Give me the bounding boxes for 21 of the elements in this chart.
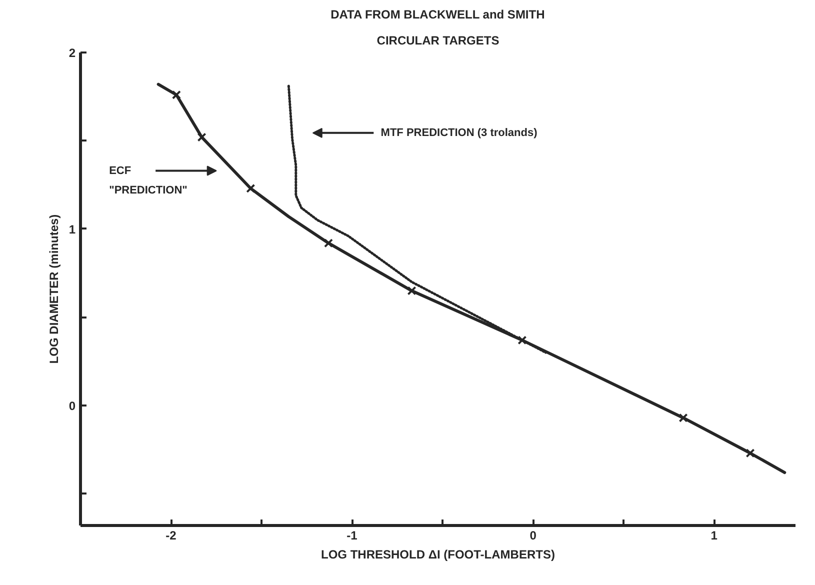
point [518,336,527,345]
annotation: MTF PREDICTION (3 trolands) [380,126,538,139]
point [172,90,181,100]
x-tick-label: -2 [166,528,177,542]
point [746,448,755,458]
x-axis-title: LOG THRESHOLD ΔI (FOOT-LAMBERTS) [321,548,555,562]
point [197,132,206,142]
x-tick-label: 0 [530,528,537,542]
chart-subtitle: CIRCULAR TARGETS [376,34,500,48]
point [407,286,416,296]
y-tick-label: 2 [68,46,76,60]
point [324,238,334,248]
point [246,184,256,193]
x-tick-label: 1 [710,528,718,542]
y-tick-label: 1 [68,222,76,236]
point [678,413,688,422]
annotation: ECF "PREDICTION" [109,165,188,196]
chart-title: DATA FROM BLACKWELL and SMITH [330,8,545,22]
y-tick-label: 0 [68,398,76,413]
x-tick-label: -1 [346,528,358,542]
y-axis-title: LOG DIAMETER (minutes) [46,214,61,364]
